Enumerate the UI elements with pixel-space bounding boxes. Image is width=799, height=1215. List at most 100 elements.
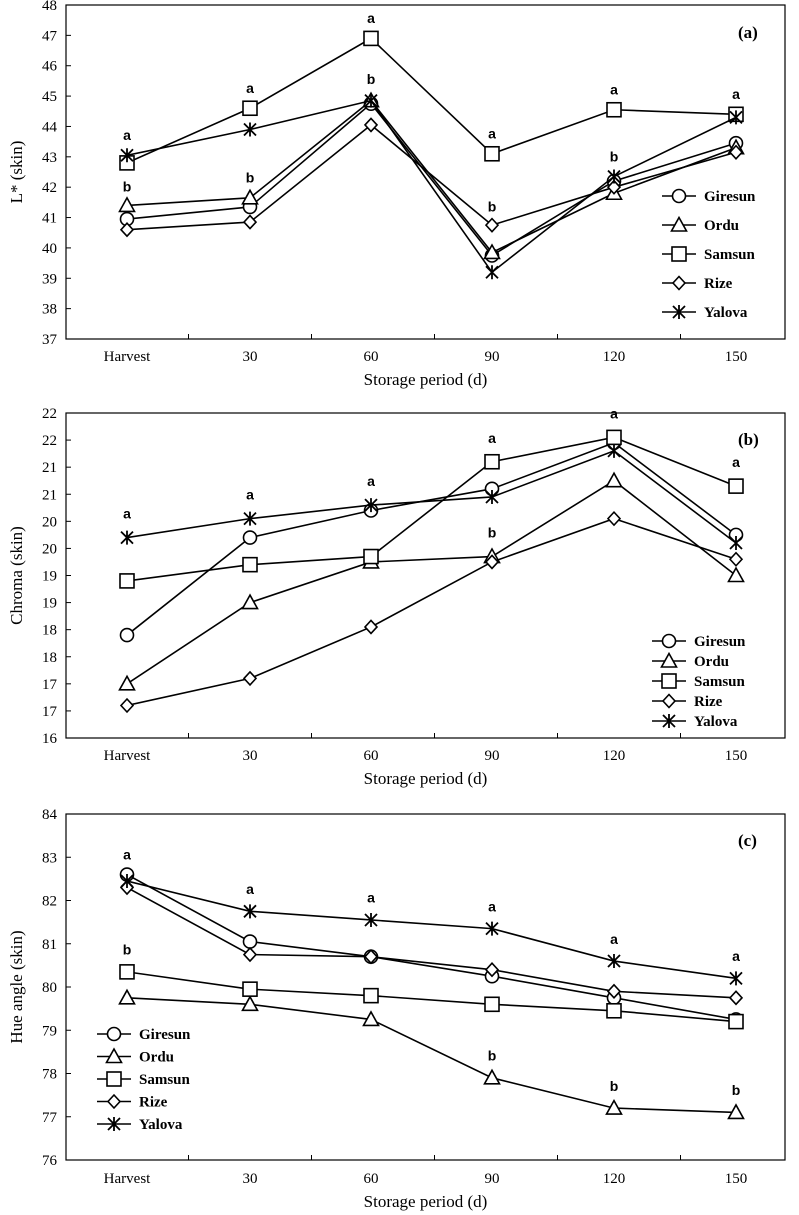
legend-item-rize: Rize (97, 1093, 168, 1111)
x-tick-label: Harvest (104, 1171, 151, 1187)
data-point (363, 949, 379, 965)
data-point (607, 443, 621, 458)
legend-label: Yalova (704, 305, 748, 321)
data-point (607, 954, 621, 969)
legend-item-rize: Rize (662, 275, 733, 292)
x-tick-label: 120 (603, 1171, 626, 1187)
data-point (363, 619, 379, 635)
x-tick-label: 60 (364, 1171, 379, 1187)
y-tick-label: 22 (42, 406, 57, 422)
legend-marker (106, 1071, 122, 1087)
data-point (484, 554, 500, 570)
chart-panel-1: 37 38 39 40 41 42 43 44 45 46 47 48 Harvest 30 60 90 120… (7, 0, 786, 389)
data-point (119, 964, 135, 980)
legend: Giresun Ordu Samsun Rize Yalova (662, 188, 756, 321)
legend-marker (661, 673, 677, 689)
significance-letter: b (367, 71, 376, 87)
y-tick-label: 38 (42, 302, 57, 318)
y-tick-label: 78 (42, 1067, 57, 1083)
legend-label: Giresun (139, 1027, 191, 1043)
panel-label: (a) (738, 23, 758, 42)
significance-letter: a (123, 127, 131, 143)
data-point (729, 971, 743, 986)
data-point (484, 962, 500, 978)
data-point (118, 674, 136, 691)
series-samsun (119, 30, 744, 171)
y-tick-label: 17 (42, 677, 58, 693)
legend-item-ordu: Ordu (97, 1047, 174, 1066)
plot-frame (65, 813, 786, 1161)
data-point (363, 987, 379, 1004)
data-point (119, 627, 135, 643)
series-line (126, 873, 737, 1021)
legend-label: Rize (139, 1095, 168, 1111)
y-axis-title: Chroma (skin) (7, 526, 26, 625)
x-tick-label: 150 (725, 349, 748, 365)
data-point (118, 988, 136, 1005)
y-axis-title: Hue angle (skin) (7, 930, 26, 1043)
significance-letter: a (123, 506, 131, 522)
legend-marker (661, 633, 677, 649)
significance-letter: a (123, 846, 131, 862)
data-point (243, 904, 257, 919)
y-tick-label: 19 (42, 569, 57, 585)
data-point (484, 996, 500, 1013)
y-tick-label: 76 (42, 1153, 58, 1169)
y-tick-label: 79 (42, 1023, 57, 1039)
data-point (727, 566, 745, 583)
legend: Giresun Ordu Samsun Rize Yalova (97, 1026, 191, 1133)
chart-panel-3: 76 77 78 79 80 81 82 83 84 Harvest 30 60 90 120 150 Sto… (7, 807, 786, 1211)
significance-letter: b (488, 1048, 497, 1064)
significance-letter: b (123, 179, 132, 195)
significance-letter: a (246, 487, 254, 503)
data-point (120, 874, 134, 889)
data-point (119, 697, 135, 714)
significance-letter: a (732, 948, 740, 964)
x-tick-label: Harvest (104, 349, 151, 365)
legend-label: Giresun (694, 634, 746, 650)
data-point (242, 981, 258, 997)
y-tick-label: 46 (42, 59, 58, 75)
legend-marker (105, 1047, 123, 1064)
y-tick-label: 43 (42, 150, 57, 166)
significance-letter: a (367, 890, 375, 906)
data-point (120, 148, 134, 163)
data-point (243, 511, 257, 526)
legend-item-giresun: Giresun (652, 633, 746, 650)
series-line (126, 99, 737, 274)
series-rize (119, 117, 744, 238)
legend-item-samsun: Samsun (662, 246, 756, 263)
legend-marker (671, 188, 687, 204)
data-point (483, 243, 501, 260)
legend-label: Ordu (139, 1050, 174, 1066)
data-point (363, 548, 379, 565)
significance-letter: b (246, 170, 255, 186)
legend-label: Ordu (694, 654, 729, 670)
y-tick-label: 41 (42, 211, 57, 227)
x-tick-label: 120 (603, 349, 626, 365)
series-line (126, 880, 737, 980)
data-point (242, 556, 258, 573)
y-tick-label: 20 (42, 514, 57, 530)
data-point (727, 1103, 745, 1120)
series-yalova (120, 93, 743, 280)
legend-label: Yalova (694, 714, 738, 730)
y-tick-label: 48 (42, 0, 57, 14)
series-samsun (119, 429, 744, 589)
x-tick-label: 30 (243, 349, 258, 365)
legend-marker (671, 275, 687, 291)
y-tick-label: 21 (42, 487, 57, 503)
legend-marker (662, 714, 676, 728)
x-tick-label: Harvest (104, 748, 151, 764)
y-tick-label: 19 (42, 596, 57, 612)
y-tick-label: 39 (42, 271, 57, 287)
series-ordu (118, 91, 745, 260)
significance-letter: a (367, 10, 375, 26)
significance-letter: a (488, 898, 496, 914)
significance-letter: b (610, 148, 619, 164)
significance-letter: b (732, 1082, 741, 1098)
series-line (126, 997, 737, 1114)
series-giresun (119, 435, 744, 643)
legend-item-ordu: Ordu (662, 215, 739, 234)
